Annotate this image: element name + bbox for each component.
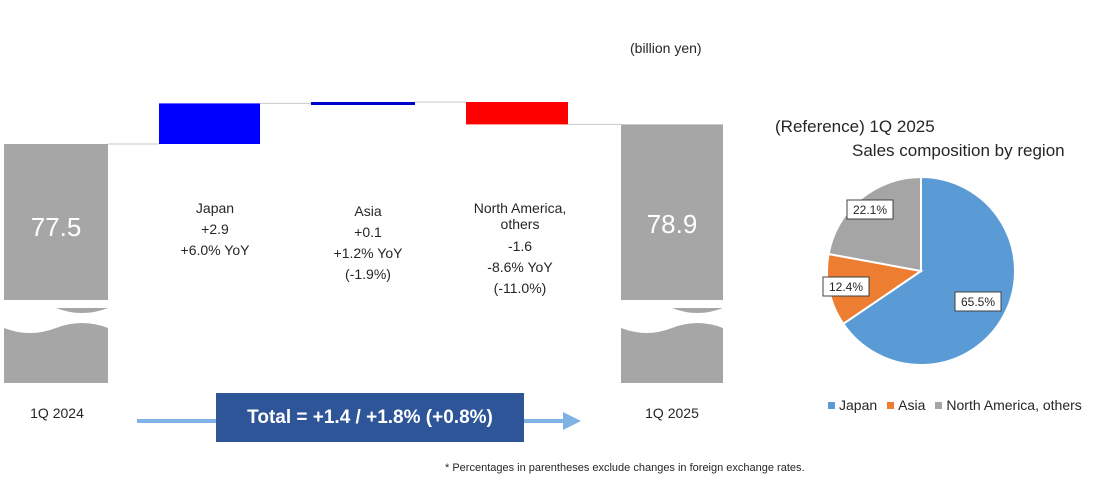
na-name-line1: North America, <box>473 200 567 216</box>
unit-label: (billion yen) <box>630 40 702 56</box>
asia-yoy: +1.2% YoY <box>333 245 403 261</box>
japan-step-label: Japan +2.9 +6.0% YoY <box>150 198 280 261</box>
asia-step-label: Asia +0.1 +1.2% YoY (-1.9%) <box>303 201 433 285</box>
na-change: -1.6 <box>507 238 533 254</box>
na-fx-excluded: (-11.0%) <box>493 280 547 296</box>
end-value-label: 78.9 <box>646 209 698 239</box>
footnote: * Percentages in parentheses exclude cha… <box>445 462 805 474</box>
legend-item-na: North America, others <box>935 397 1082 413</box>
waterfall-chart <box>4 101 723 430</box>
legend-marker-japan <box>828 401 835 409</box>
pie-label-box-2 <box>846 199 894 220</box>
na-yoy: -8.6% YoY <box>487 259 553 275</box>
step-bar-asia <box>311 102 415 105</box>
na-step-label: North America, others -1.6 -8.6% YoY (-1… <box>450 200 590 299</box>
legend-item-japan: Japan <box>828 397 877 413</box>
pie-title-line2: Sales composition by region <box>852 141 1065 160</box>
end-axis-label: 1Q 2025 <box>645 405 699 421</box>
end-bar-break-mask <box>621 303 723 333</box>
pie-data-label-0: 65.5% <box>961 295 995 309</box>
step-bar-japan <box>159 103 260 144</box>
end-bar-upper <box>621 124 723 301</box>
total-summary-box: Total = +1.4 / +1.8% (+0.8%) <box>216 393 524 442</box>
japan-change: +2.9 <box>201 221 229 237</box>
pie-slice-japan <box>841 175 1016 366</box>
pie-legend: Japan Asia North America, others <box>828 397 1082 413</box>
japan-yoy: +6.0% YoY <box>180 242 250 258</box>
asia-fx-excluded: (-1.9%) <box>345 266 391 282</box>
pie-slice-north-america-others <box>827 175 922 273</box>
pie-label-box-1 <box>822 276 870 297</box>
pie-title-line1: (Reference) 1Q 2025 <box>775 117 935 136</box>
start-bar-upper <box>4 144 108 300</box>
start-bar-break-mask <box>4 303 108 333</box>
asia-change: +0.1 <box>354 224 382 240</box>
start-value-label: 77.5 <box>30 212 82 242</box>
asia-name: Asia <box>354 203 382 219</box>
na-name-line2: others <box>500 216 540 232</box>
legend-label-japan: Japan <box>839 397 878 413</box>
japan-name: Japan <box>195 200 235 216</box>
pie-data-label-1: 12.4% <box>829 280 863 294</box>
legend-marker-asia <box>887 401 895 409</box>
legend-label-asia: Asia <box>898 397 926 413</box>
pie-label-box-0 <box>954 291 1002 312</box>
start-axis-label: 1Q 2024 <box>30 405 84 421</box>
step-bar-north-america-others <box>466 102 568 125</box>
legend-item-asia: Asia <box>887 397 925 413</box>
pie-data-label-2: 22.1% <box>853 203 887 217</box>
legend-marker-na <box>935 401 943 409</box>
legend-label-na: North America, others <box>946 397 1082 413</box>
pie-chart: 65.5% 12.4% 22.1% <box>822 175 1016 366</box>
total-arrow-head <box>563 412 581 430</box>
